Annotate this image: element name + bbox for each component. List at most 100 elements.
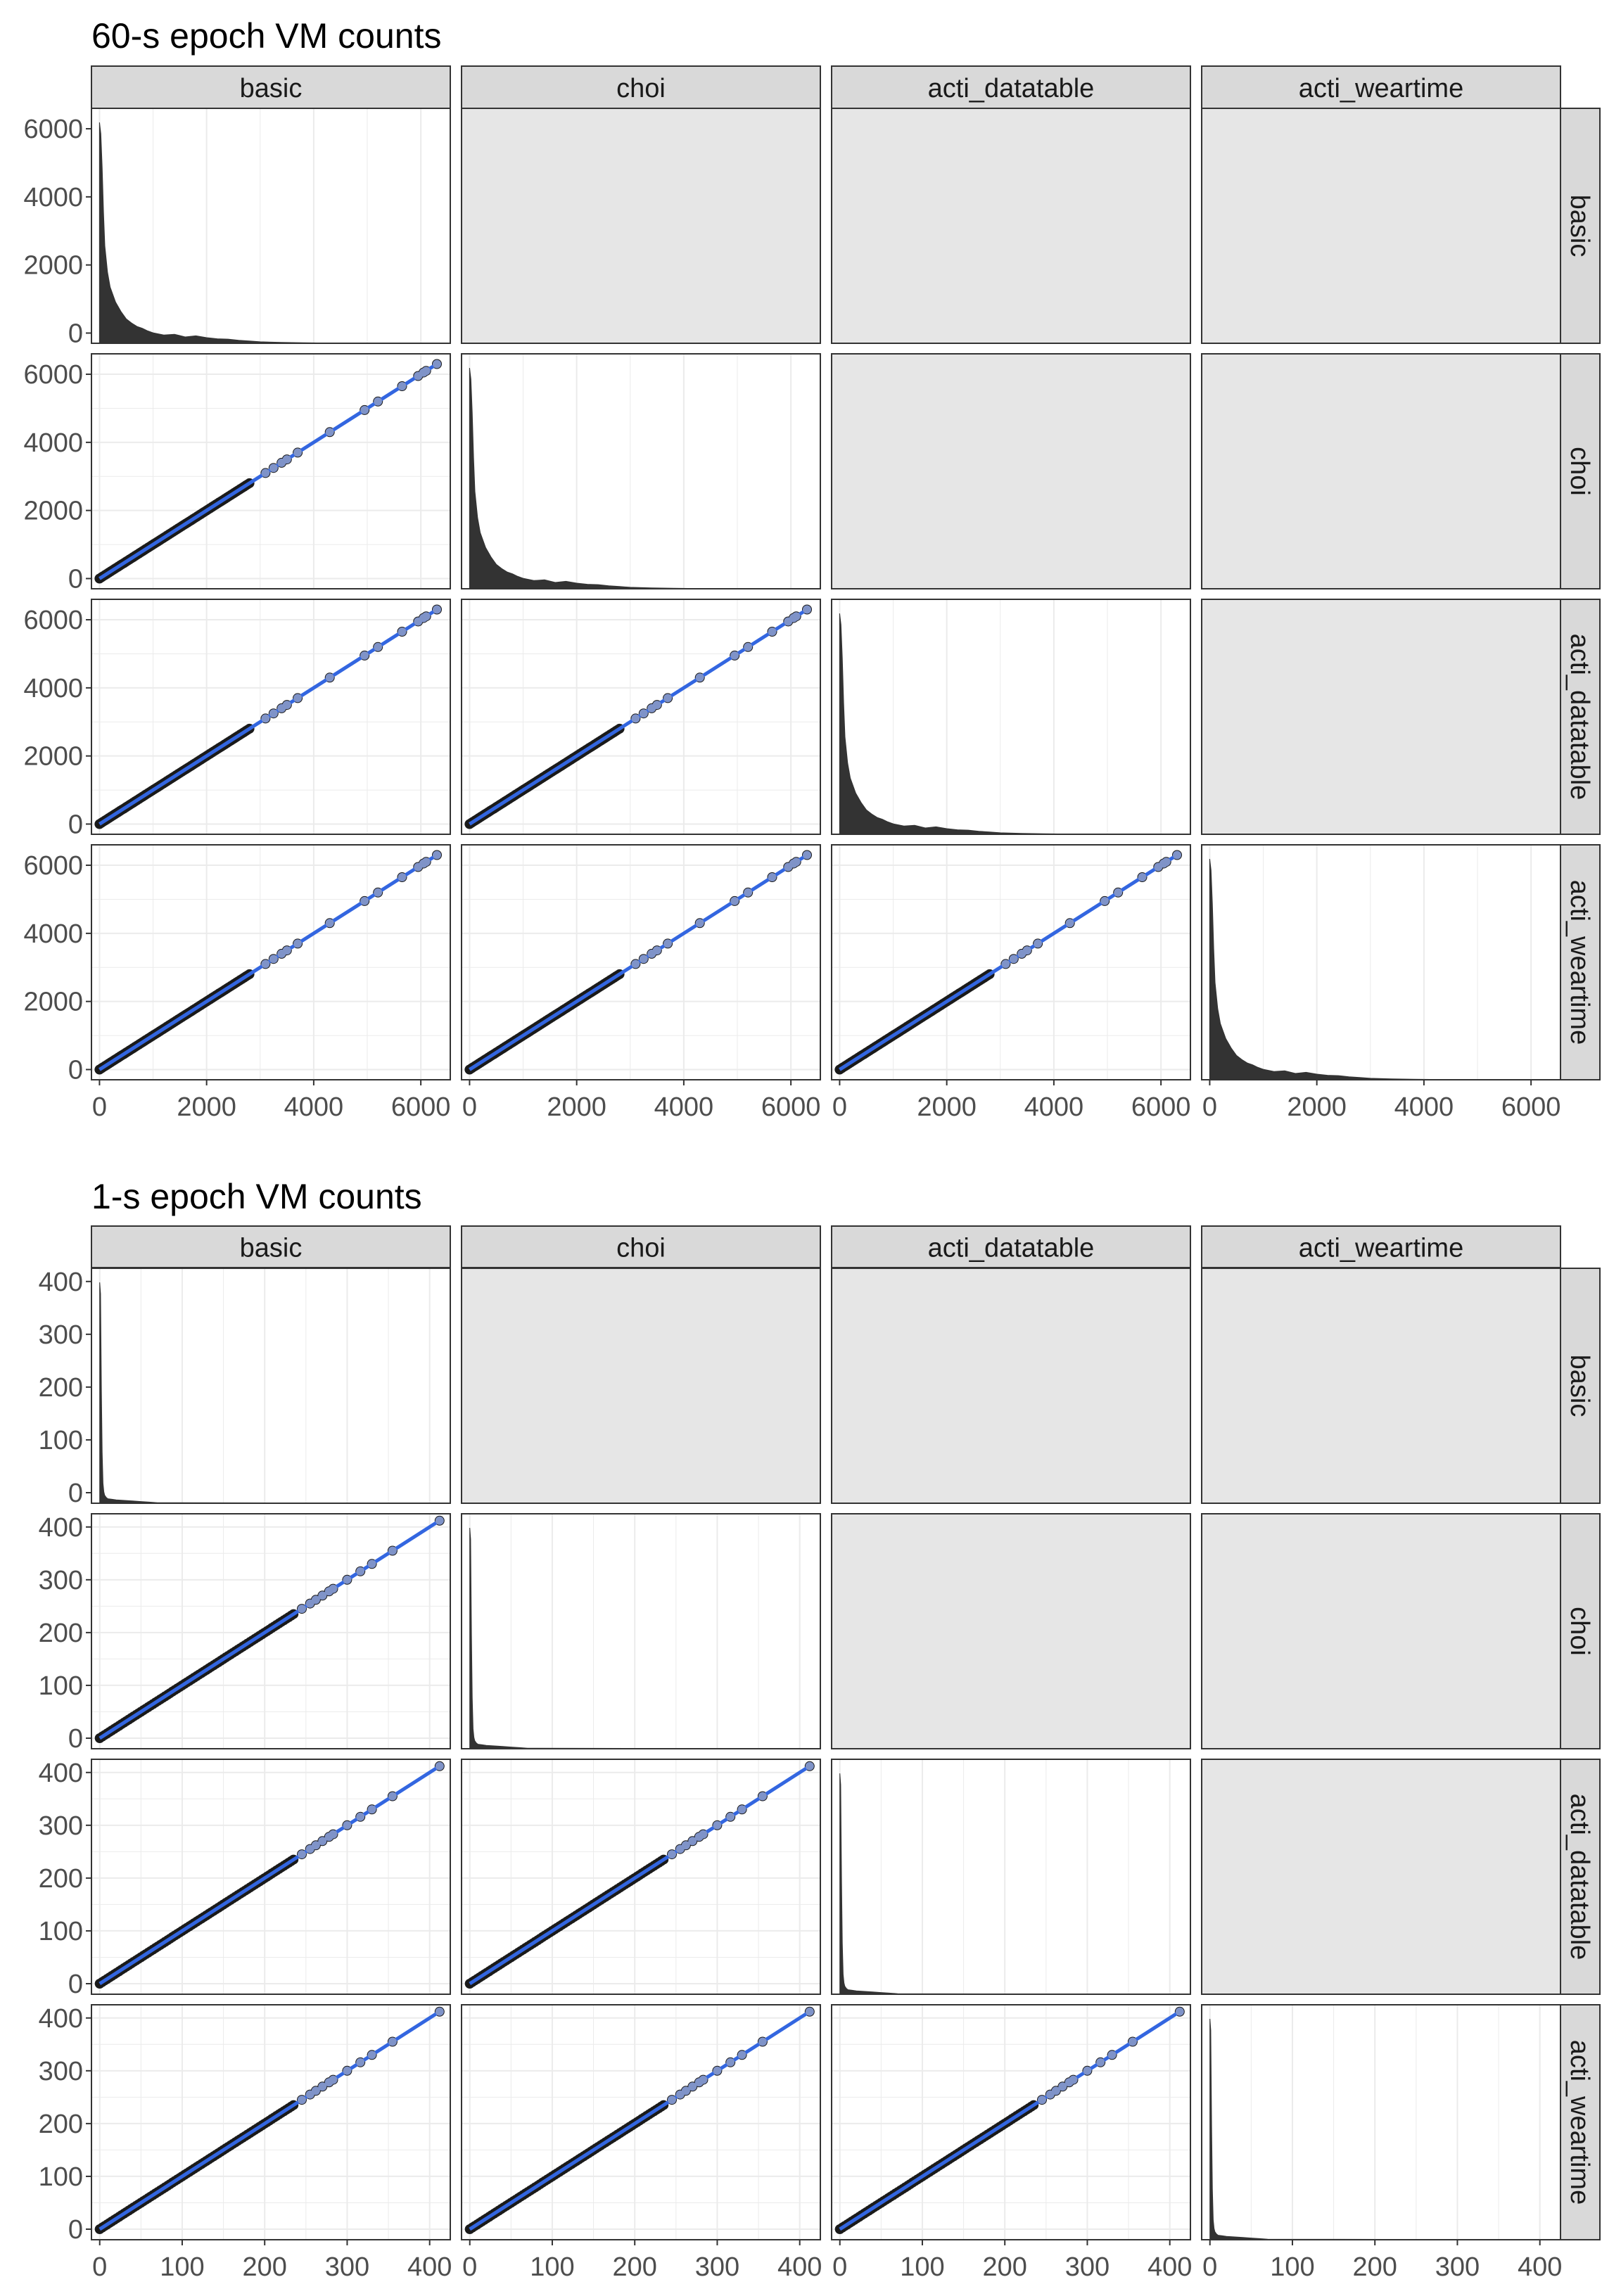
empty-panel [1201, 108, 1561, 344]
fit-point [293, 448, 303, 457]
fit-point [1065, 919, 1074, 928]
panel-acti_datatable-vs-acti_datatable [831, 599, 1191, 835]
fit-point [261, 468, 270, 478]
fit-point [435, 1761, 444, 1771]
fit-point [768, 627, 777, 636]
column-strip [91, 1225, 451, 1268]
panel-border [1201, 2004, 1561, 2240]
fit-point [282, 455, 291, 464]
fit-point [367, 2051, 376, 2060]
fit-point [261, 959, 270, 969]
fit-point [663, 939, 673, 948]
y-tick-label: 200 [39, 2110, 83, 2139]
fit-point [737, 2051, 746, 2060]
panel-acti_datatable-vs-acti_weartime [1201, 1759, 1561, 1995]
x-tick-label: 0 [832, 2252, 847, 2282]
y-tick-label: 2000 [23, 988, 83, 1017]
x-tick-label: 400 [1148, 2252, 1192, 2282]
y-tick-label: 400 [39, 1759, 83, 1788]
column-strip-label: acti_datatable [928, 1234, 1095, 1263]
y-tick-label: 200 [39, 1864, 83, 1894]
fit-point [311, 1595, 320, 1605]
row-strip [1560, 108, 1601, 344]
y-tick-label: 0 [68, 810, 83, 839]
y-tick-label: 4000 [23, 183, 83, 212]
fit-point [1128, 2037, 1137, 2046]
y-tick-label: 100 [39, 2162, 83, 2192]
panel-border [831, 599, 1191, 835]
fit-point [269, 709, 278, 718]
fit-point [343, 1575, 352, 1584]
y-tick-label: 300 [39, 1811, 83, 1841]
panel-basic-vs-acti_datatable [831, 1268, 1191, 1504]
panel-acti_datatable-vs-basic [91, 599, 451, 835]
fit-point [688, 2082, 697, 2091]
fit-point [1058, 2082, 1067, 2091]
x-tick-label: 4000 [1024, 1092, 1084, 1122]
fit-point [433, 359, 441, 369]
fit-point [329, 1584, 338, 1593]
fit-point [1069, 2075, 1078, 2084]
x-tick-label: 300 [695, 2252, 739, 2282]
panel-acti_datatable-vs-acti_weartime [1201, 599, 1561, 835]
column-strip [461, 1225, 821, 1268]
y-tick-label: 2000 [23, 251, 83, 281]
fit-point [356, 2058, 365, 2067]
panel-acti_weartime-vs-acti_datatable [831, 2004, 1191, 2240]
panel-acti_weartime-vs-basic [91, 844, 451, 1080]
x-tick-label: 100 [900, 2252, 944, 2282]
panel-border [461, 599, 821, 835]
x-tick-label: 2000 [1287, 1092, 1347, 1122]
fit-point [758, 2037, 767, 2046]
x-tick-label: 0 [462, 1092, 477, 1122]
fit-point [388, 1546, 397, 1555]
column-strip-label: basic [240, 74, 303, 103]
empty-panel [1201, 599, 1561, 835]
fit-point [681, 1841, 690, 1850]
fit-point [356, 1567, 365, 1576]
fit-point [374, 642, 383, 651]
fit-point [325, 428, 334, 437]
fit-point [631, 714, 640, 723]
y-tick-label: 100 [39, 1426, 83, 1455]
panel-border [461, 844, 821, 1080]
x-tick-label: 6000 [391, 1092, 451, 1122]
y-tick-label: 400 [39, 1513, 83, 1543]
fit-point [298, 1605, 306, 1614]
fit-point [652, 701, 661, 710]
panel-choi-vs-choi [461, 1513, 821, 1749]
fit-point [681, 2086, 690, 2096]
fit-point [261, 714, 270, 723]
fit-point [726, 2058, 735, 2067]
y-tick-label: 4000 [23, 674, 83, 703]
fit-point [360, 651, 369, 660]
y-tick-label: 6000 [23, 851, 83, 881]
x-tick-label: 200 [613, 2252, 657, 2282]
fit-point [631, 959, 640, 969]
row-strip-label: choi [1565, 447, 1594, 496]
panel-background [91, 1268, 450, 1503]
panel-background [1202, 2005, 1560, 2240]
row-strip [1560, 1513, 1601, 1749]
panel-border [461, 2004, 821, 2240]
fit-point [356, 1812, 365, 1821]
fit-point [1034, 939, 1043, 948]
fit-point [695, 919, 704, 928]
x-tick-label: 200 [1353, 2252, 1397, 2282]
fit-point [699, 1830, 708, 1839]
fit-point [388, 2037, 397, 2046]
y-tick-label: 200 [39, 1619, 83, 1648]
fit-point [1051, 2086, 1060, 2096]
x-tick-label: 400 [1518, 2252, 1562, 2282]
fit-point [1096, 2058, 1105, 2067]
y-tick-label: 300 [39, 2057, 83, 2086]
panel-background [832, 599, 1190, 834]
fit-point [374, 888, 383, 897]
y-tick-label: 0 [68, 2215, 83, 2245]
panel-border [831, 844, 1191, 1080]
fit-line [839, 2010, 1181, 2231]
row-strip-label: acti_datatable [1565, 1794, 1594, 1960]
x-tick-label: 100 [530, 2252, 574, 2282]
row-strip-label: basic [1565, 1355, 1594, 1417]
y-tick-label: 200 [39, 1373, 83, 1403]
